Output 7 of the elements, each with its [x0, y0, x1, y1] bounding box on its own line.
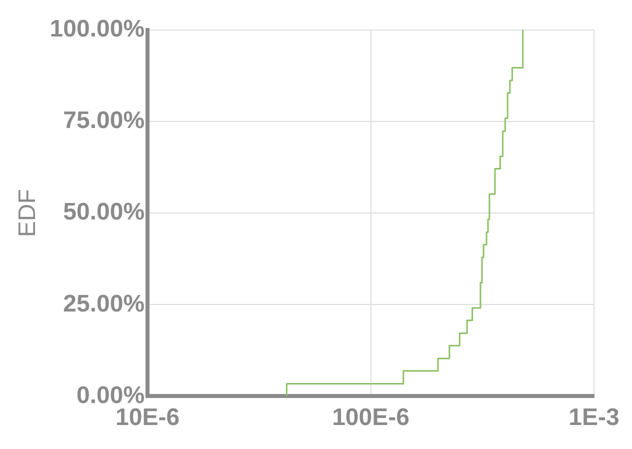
- y-tick-label: 50.00%: [63, 198, 145, 226]
- y-tick-label: 25.00%: [63, 290, 145, 318]
- y-tick-label: 100.00%: [50, 16, 145, 43]
- x-tick-label: 100E-6: [332, 404, 410, 432]
- y-tick-label: 75.00%: [63, 107, 145, 134]
- y-axis-title: EDF: [14, 189, 42, 238]
- x-tick-label: 1E-3: [568, 404, 620, 432]
